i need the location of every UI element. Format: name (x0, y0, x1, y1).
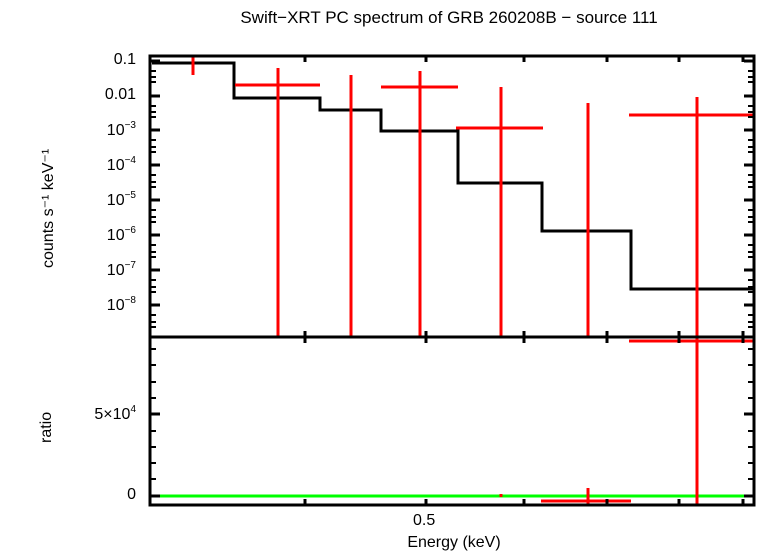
ratio-y-ticks (150, 412, 754, 498)
xtick-0.5: 0.5 (413, 512, 436, 529)
model-step-line (152, 61, 754, 291)
axes-frame (148, 54, 756, 507)
ytick-1e-5: 10−5 (106, 190, 136, 209)
ytick-0.01: 0.01 (104, 86, 136, 103)
ytick-1e-6: 10−6 (106, 225, 136, 244)
top-y-minor-ticks (150, 70, 754, 328)
ratio-y-minor-ticks (150, 348, 754, 480)
x-axis-label: Energy (keV) (407, 534, 501, 551)
ytick-1e-8: 10−8 (106, 295, 136, 314)
data-error-bars (191, 56, 754, 337)
ytick-0.1: 0.1 (113, 51, 136, 68)
ytick-1e-4: 10−4 (106, 155, 136, 174)
ytick-0: 0 (127, 486, 136, 503)
x-ticks (303, 56, 745, 505)
ytick-5e4: 5×104 (94, 404, 136, 423)
chart-title: Swift−XRT PC spectrum of GRB 260208B − s… (240, 8, 658, 27)
ytick-1e-3: 10−3 (106, 120, 136, 139)
ratio-error-bars (499, 337, 754, 505)
ytick-1e-7: 10−7 (106, 260, 136, 279)
top-y-ticks (150, 59, 754, 307)
